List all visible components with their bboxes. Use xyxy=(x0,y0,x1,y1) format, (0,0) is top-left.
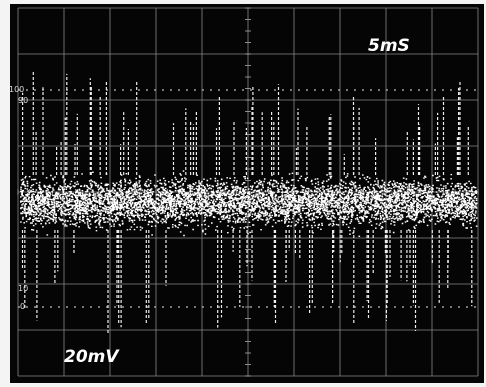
marker-label: 100 xyxy=(9,85,24,94)
marker-label: 10 xyxy=(18,284,28,293)
page: 100 90 10 0 5mS 20mV (() => { const data… xyxy=(0,0,486,387)
marker-label: 90 xyxy=(18,96,28,105)
marker-label: 0 xyxy=(20,302,25,311)
volts-per-division: 20mV xyxy=(64,347,120,367)
oscilloscope-screen: 100 90 10 0 5mS 20mV xyxy=(0,0,486,387)
time-per-division: 5mS xyxy=(368,36,410,56)
